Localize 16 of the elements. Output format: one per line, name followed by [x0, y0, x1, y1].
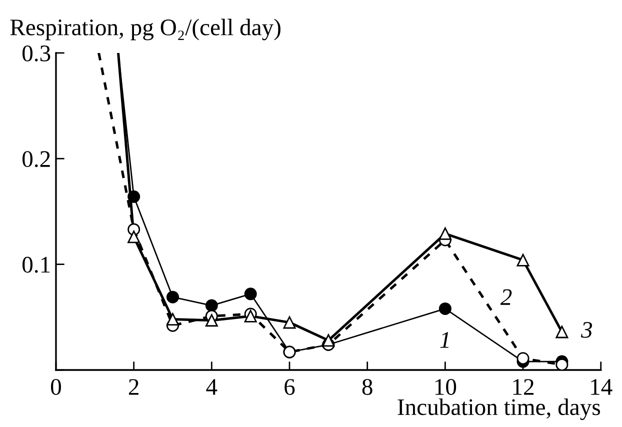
y-tick-label: 0.2 [22, 151, 50, 168]
x-axis-title: Incubation time, days [398, 398, 600, 420]
y-axis-title: Respiration, pg O₂/(cell day) [10, 18, 280, 40]
series-label: 2 [500, 289, 512, 305]
x-tick-label: 2 [128, 379, 138, 395]
x-tick-label: 6 [284, 379, 295, 395]
x-tick-label: 10 [435, 379, 456, 395]
x-tick-label: 14 [591, 379, 612, 395]
y-tick-label: 0.1 [22, 256, 50, 273]
series-label: 3 [580, 322, 592, 338]
x-tick-label: 8 [362, 379, 372, 395]
series-label: 1 [440, 332, 449, 348]
x-tick-label: 4 [206, 379, 218, 395]
y-tick-label: 0.3 [22, 45, 50, 62]
x-tick-label: 12 [513, 379, 534, 395]
x-tick-label: 0 [50, 379, 61, 395]
